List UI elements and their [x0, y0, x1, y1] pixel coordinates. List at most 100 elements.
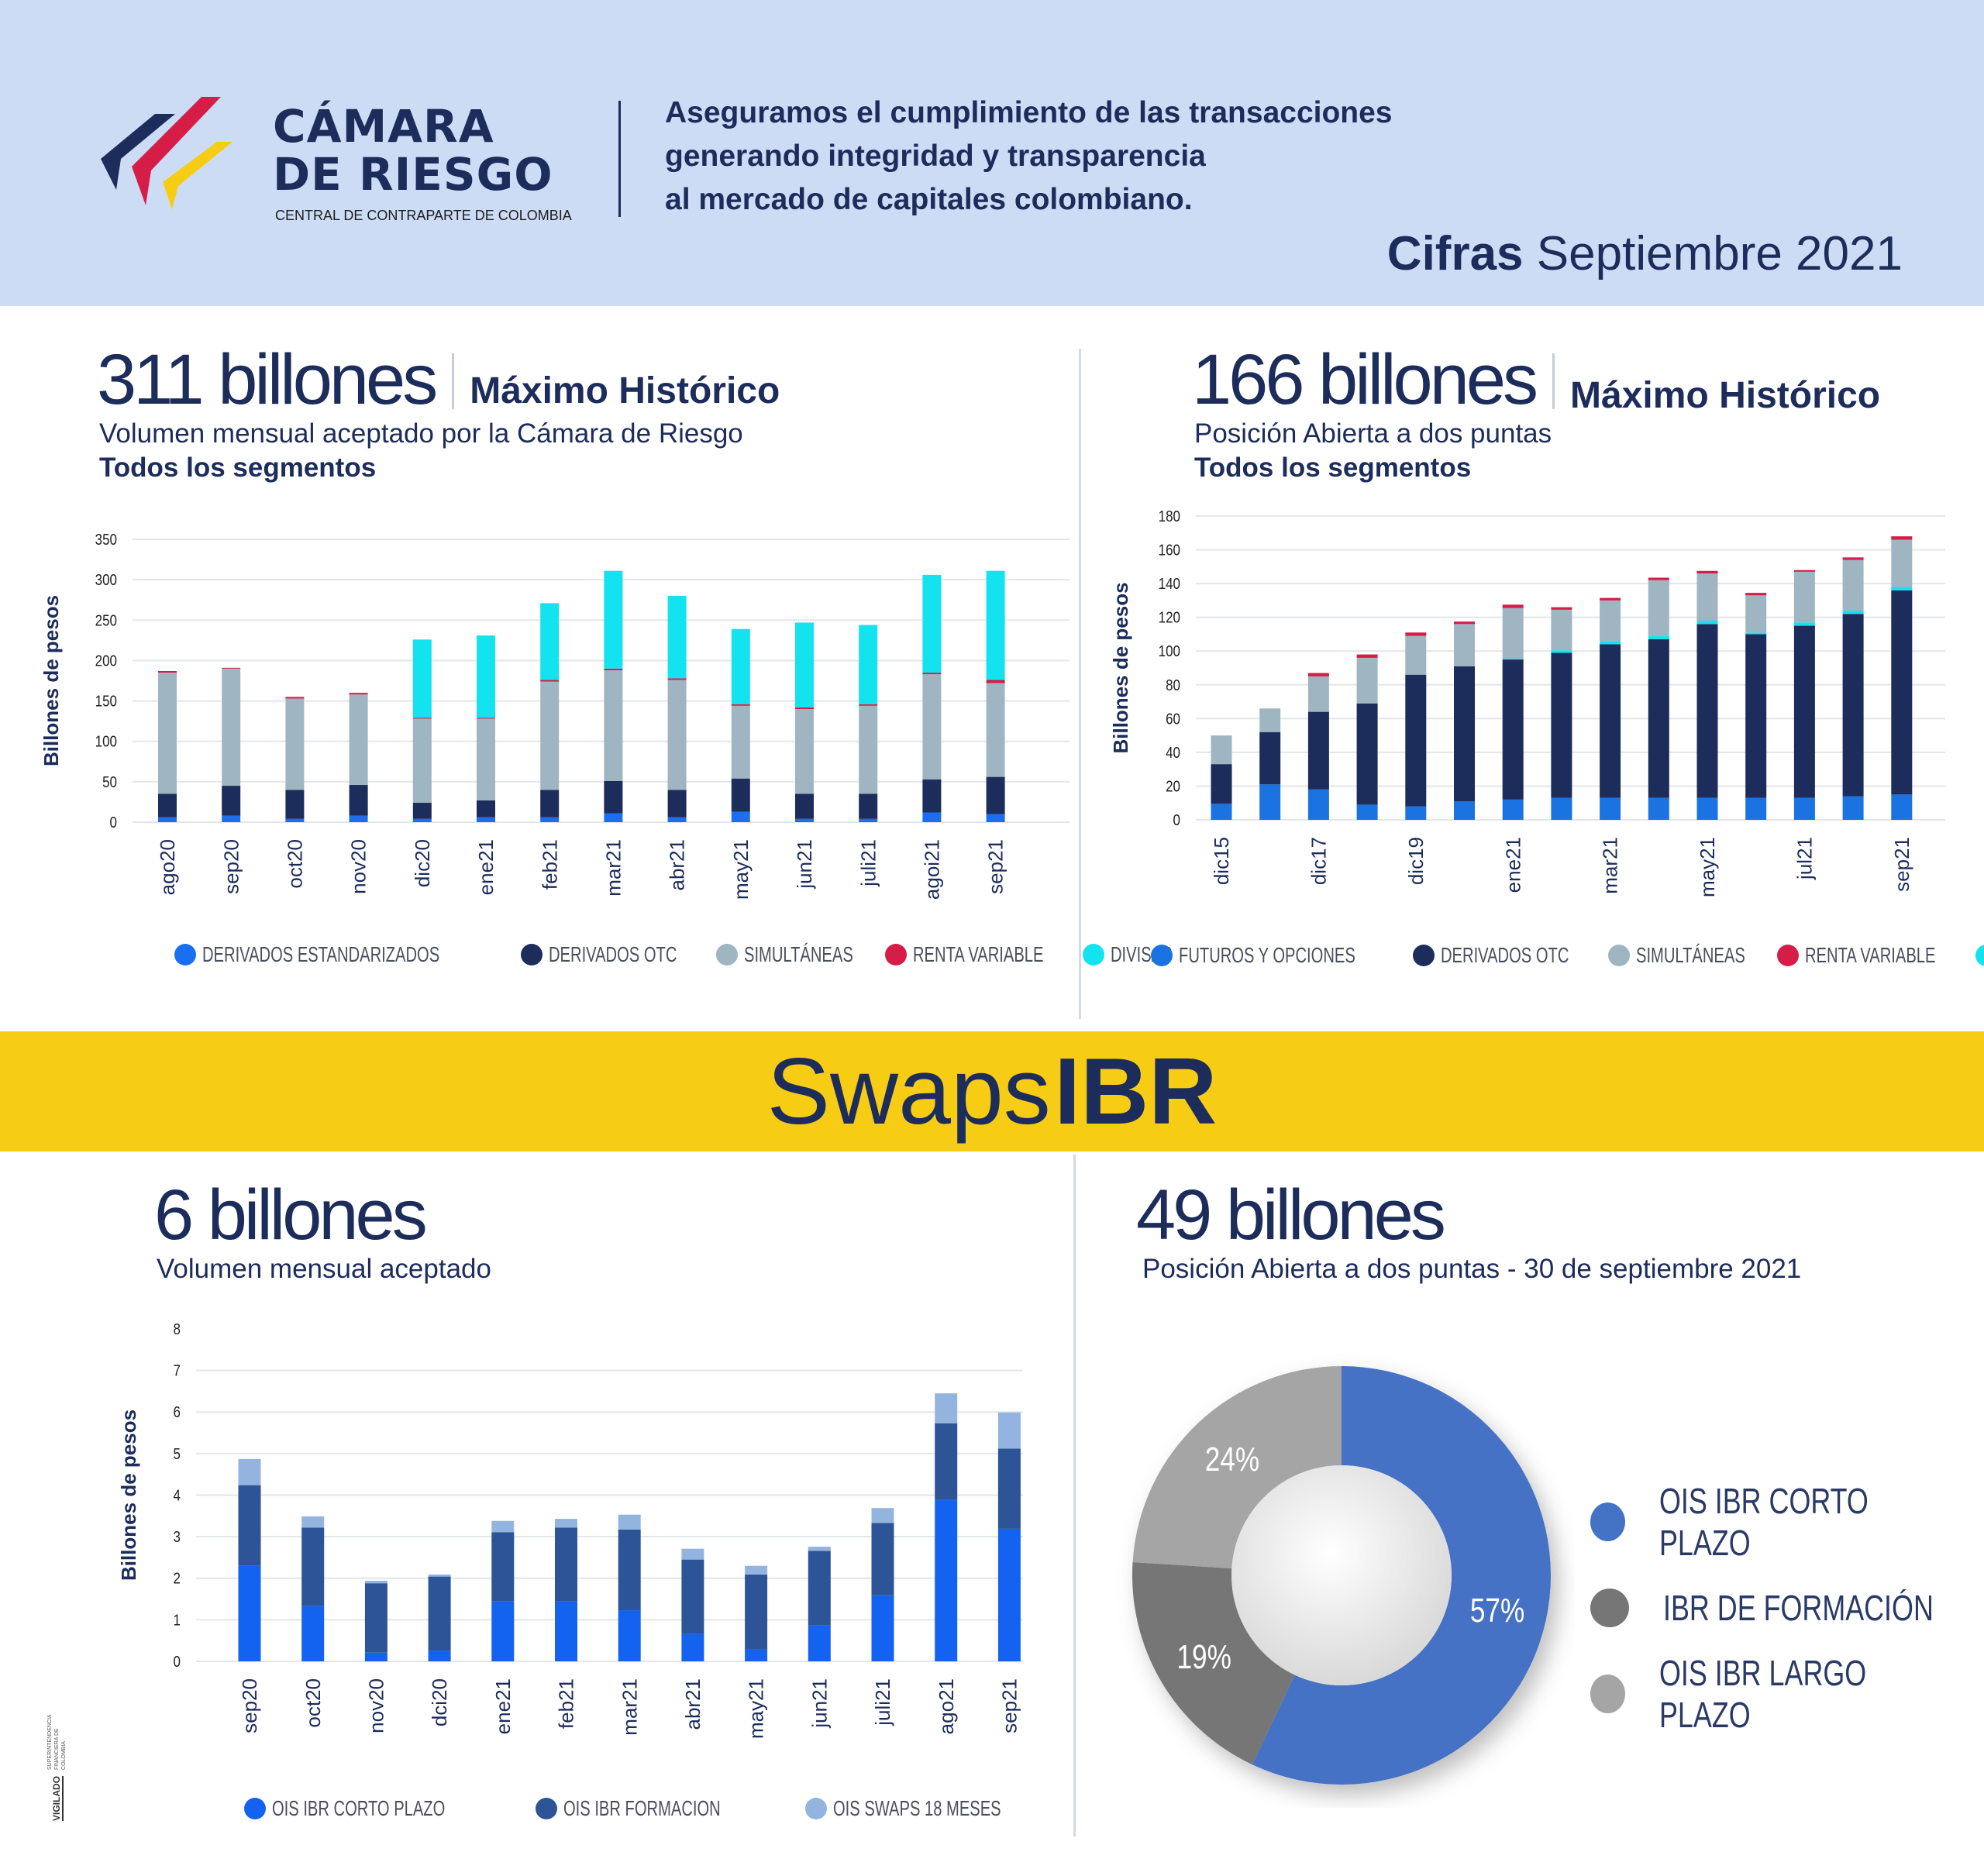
bar-segment-futuros-y-opciones [1356, 804, 1378, 820]
bar-segment-derivados-otc [795, 793, 814, 819]
bar-segment-derivados-otc [1211, 764, 1232, 804]
bar-segment-renta-variable [1891, 536, 1913, 540]
bar-segment-futuros-y-opciones [1600, 797, 1621, 820]
bar-segment-renta-variable [1307, 673, 1329, 676]
bar-segment-simult-neas [1793, 571, 1815, 623]
volume-chart-legend: DERIVADOS ESTANDARIZADOS DERIVADOS OTC SIM… [174, 942, 1173, 967]
x-tick-label: dic17 [1307, 837, 1331, 885]
title-divider [1552, 353, 1555, 409]
ibr-volume-subtitle: Volumen mensual aceptado [157, 1254, 491, 1284]
period-label: Septiembre 2021 [1536, 227, 1903, 281]
title-divider [452, 353, 455, 409]
bar-segment-ois-ibr-formacion [745, 1574, 768, 1650]
y-tick-label: 0 [1173, 811, 1180, 829]
x-tick-label: sep20 [238, 1678, 261, 1733]
x-tick-label: juli21 [871, 1678, 894, 1726]
y-tick-label: 4 [174, 1486, 181, 1504]
x-tick-label: agoi21 [921, 839, 944, 899]
bar-segment-derivados-otc [412, 802, 432, 819]
y-tick-label: 120 [1159, 608, 1180, 626]
bar-segment-ois-swaps-18-meses [808, 1546, 831, 1551]
x-tick-label: may21 [1696, 837, 1719, 897]
x-tick-label: sep21 [998, 1678, 1021, 1733]
bar-segment-divisas [1648, 635, 1669, 639]
legend-item: IBR DE FORMACIÓN [1590, 1587, 1984, 1629]
bar-segment-ois-ibr-corto-plazo [555, 1601, 577, 1661]
legend-label: IBR DE FORMACIÓN [1663, 1588, 1934, 1628]
y-tick-label: 300 [95, 571, 117, 589]
bar-segment-derivados-otc [859, 793, 878, 819]
x-tick-label: juli21 [856, 839, 880, 887]
bar-segment-simult-neas [667, 680, 687, 790]
bar-segment-divisas [922, 574, 942, 673]
volume-segment: Todos los segmentos [99, 453, 377, 483]
bar-segment-renta-variable [285, 697, 305, 699]
open-figure: 166 billones [1192, 340, 1538, 419]
slogan: Aseguramos el cumplimiento de las transa… [665, 91, 1393, 222]
bar-segment-derivados-otc [604, 780, 623, 814]
y-tick-label: 1 [174, 1611, 181, 1629]
y-tick-label: 40 [1166, 744, 1180, 762]
x-tick-label: oct20 [301, 1678, 325, 1728]
bar-segment-renta-variable [1696, 570, 1718, 574]
volume-stacked-bar-chart: 0 50 100 150 200 250 300 350 Billones de pesos ag… [40, 531, 1070, 899]
open-chart-legend: FUTUROS Y OPCIONES DERIVADOS OTC SIMULTÁNE… [1151, 943, 1984, 968]
bar-segment-derivados-otc [349, 785, 368, 816]
bar-segment-divisas [986, 570, 1005, 680]
bar-segment-divisas [412, 639, 432, 718]
x-tick-label: may21 [729, 839, 753, 899]
volume-figure: 311 billones [97, 340, 438, 419]
bar-segment-ois-ibr-formacion [491, 1532, 515, 1602]
bar-segment-ois-ibr-corto-plazo [997, 1528, 1021, 1661]
bar-segment-renta-variable [604, 668, 623, 670]
bar-segment-divisas [1600, 641, 1621, 645]
bar-segment-derivados-otc [1454, 666, 1475, 802]
x-tick-label: ene21 [491, 1678, 515, 1734]
legend-dot-icon [1413, 945, 1435, 966]
logo-title-line2: DE RIESGO [273, 148, 553, 201]
bar-segment-ois-ibr-formacion [808, 1551, 831, 1626]
bar-segment-derivados-otc [1600, 644, 1621, 798]
x-tick-label: jun21 [808, 1678, 831, 1729]
bar-segment-futuros-y-opciones [1454, 801, 1475, 820]
bar-segment-simult-neas [540, 681, 560, 790]
legend-dot-icon [1590, 1503, 1626, 1541]
ibr-open-subtitle: Posición Abierta a dos puntas - 30 de se… [1142, 1254, 1802, 1284]
legend-dot-icon [1776, 945, 1799, 966]
y-tick-label: 5 [174, 1445, 181, 1463]
bar-segment-simult-neas [1502, 608, 1524, 659]
x-tick-label: ago20 [156, 839, 179, 895]
bar-segment-simult-neas [1842, 559, 1864, 611]
legend-dot-icon [804, 1798, 827, 1819]
x-tick-label: sep20 [219, 839, 243, 894]
swaps-ibr-banner: Swaps IBR [0, 1031, 1984, 1151]
bar-segment-derivados-estandarizados [285, 818, 305, 822]
bar-segment-ois-ibr-corto-plazo [935, 1499, 958, 1661]
header-divider [618, 101, 621, 217]
bar-segment-derivados-otc [1648, 639, 1669, 798]
bar-segment-derivados-estandarizados [477, 817, 495, 822]
x-tick-label: jul21 [1793, 837, 1817, 880]
bar-segment-derivados-estandarizados [349, 815, 368, 822]
y-tick-label: 60 [1166, 710, 1180, 728]
bar-segment-derivados-otc [222, 786, 241, 816]
legend-item: SIMULTÁNEAS [715, 942, 865, 967]
bar-segment-ois-ibr-formacion [238, 1485, 261, 1566]
bar-segment-futuros-y-opciones [1891, 794, 1913, 820]
legend-label: RENTA VARIABLE [1804, 943, 1936, 967]
bar-segment-ois-swaps-18-meses [428, 1574, 451, 1577]
bar-segment-renta-variable [1648, 577, 1669, 580]
donut-slice-ois-ibr-largo-plazo [1132, 1366, 1342, 1569]
y-tick-label: 6 [174, 1403, 181, 1421]
x-tick-label: abr21 [681, 1678, 704, 1730]
ibr-open-donut-chart: 57% 19% 24% [1132, 1366, 1552, 1785]
legend-label: OIS IBR LARGO PLAZO [1659, 1653, 1867, 1735]
y-tick-label: 0 [174, 1653, 181, 1671]
bar-segment-derivados-otc [158, 793, 177, 818]
bar-segment-futuros-y-opciones [1502, 799, 1524, 820]
bar-segment-ois-swaps-18-meses [491, 1520, 515, 1533]
vigilado-seal: VIGILADO SUPERINTENDENCIA FINANCIERA DE … [46, 1700, 67, 1821]
bar-segment-ois-ibr-corto-plazo [428, 1651, 451, 1661]
vigilado-label: VIGILADO [50, 1775, 64, 1821]
bar-segment-divisas [540, 603, 560, 680]
